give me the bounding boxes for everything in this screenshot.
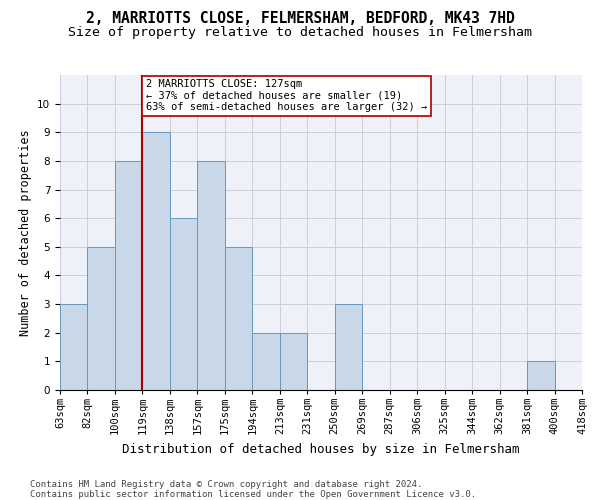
Text: 2 MARRIOTTS CLOSE: 127sqm
← 37% of detached houses are smaller (19)
63% of semi-: 2 MARRIOTTS CLOSE: 127sqm ← 37% of detac… — [146, 80, 427, 112]
Text: Size of property relative to detached houses in Felmersham: Size of property relative to detached ho… — [68, 26, 532, 39]
Bar — [527, 362, 554, 390]
Text: 2, MARRIOTTS CLOSE, FELMERSHAM, BEDFORD, MK43 7HD: 2, MARRIOTTS CLOSE, FELMERSHAM, BEDFORD,… — [86, 11, 514, 26]
Bar — [170, 218, 197, 390]
Bar — [142, 132, 170, 390]
Bar — [253, 332, 280, 390]
Bar — [60, 304, 88, 390]
Bar — [197, 161, 225, 390]
Text: Distribution of detached houses by size in Felmersham: Distribution of detached houses by size … — [122, 442, 520, 456]
Bar — [280, 332, 307, 390]
Y-axis label: Number of detached properties: Number of detached properties — [19, 129, 32, 336]
Bar — [115, 161, 142, 390]
Bar — [335, 304, 362, 390]
Bar — [88, 247, 115, 390]
Text: Contains HM Land Registry data © Crown copyright and database right 2024.
Contai: Contains HM Land Registry data © Crown c… — [30, 480, 476, 499]
Bar — [225, 247, 253, 390]
